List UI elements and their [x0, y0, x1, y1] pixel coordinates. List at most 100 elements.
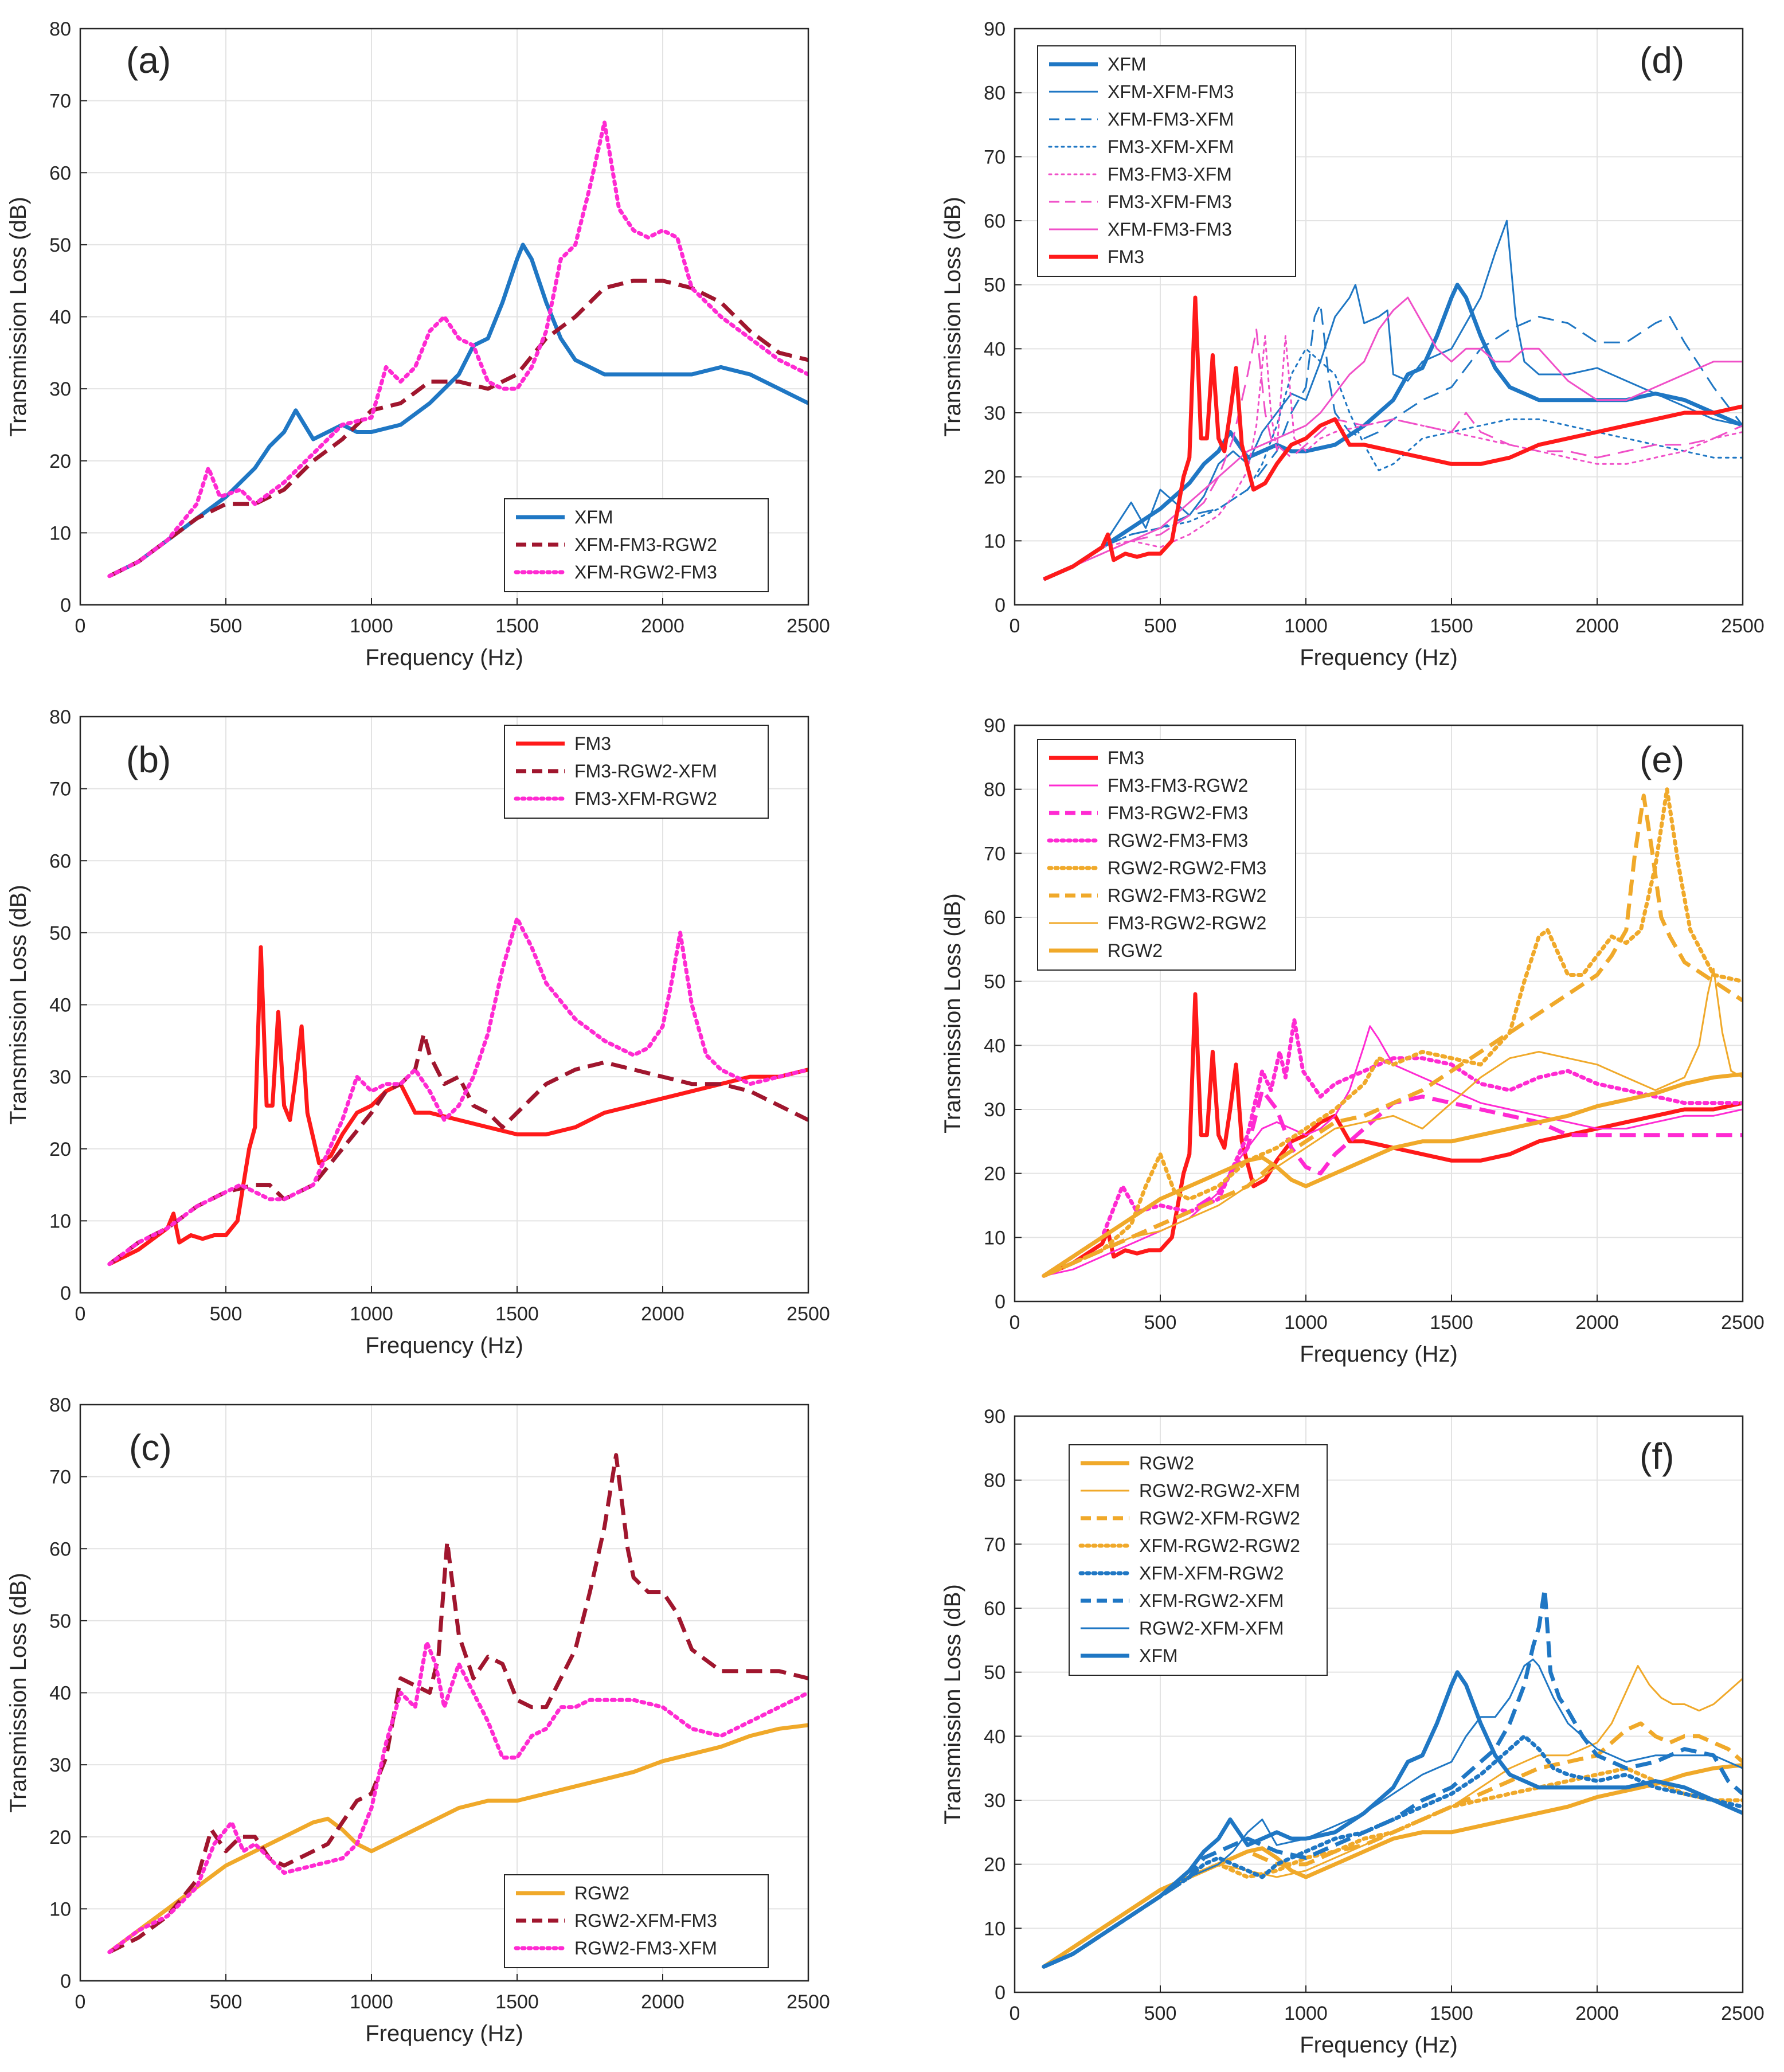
y-tick-label: 0	[995, 595, 1006, 616]
legend: FM3 FM3-FM3-RGW2 FM3-RGW2-FM3 RGW2-FM3-FM3 R…	[1037, 739, 1296, 971]
series-line-rgw2-fm3-rgw2	[1043, 793, 1743, 1278]
legend: RGW2 RGW2-XFM-FM3 RGW2-FM3-XFM	[504, 1874, 769, 1968]
x-axis-title: Frequency (Hz)	[365, 645, 523, 670]
legend: RGW2 RGW2-RGW2-XFM RGW2-XFM-RGW2 XFM-RGW2-R…	[1069, 1444, 1328, 1676]
y-tick-label: 10	[984, 1227, 1006, 1249]
y-tick-label: 40	[984, 1035, 1006, 1057]
y-tick-label: 30	[49, 378, 71, 400]
legend-box	[1069, 1444, 1328, 1676]
x-tick-label: 1000	[1284, 2003, 1328, 2024]
series-line-xfm-fm3-fm3	[1043, 296, 1743, 580]
series-line-rgw2-rgw2-fm3	[1042, 787, 1743, 1278]
legend-entry: RGW2	[1139, 1453, 1194, 1473]
y-tick-label: 50	[49, 922, 71, 944]
legend-box	[1037, 739, 1296, 971]
legend-entry: XFM	[1108, 54, 1147, 75]
x-tick-label: 0	[75, 1991, 86, 2013]
y-tick-label: 20	[49, 1139, 71, 1160]
x-axis-title: Frequency (Hz)	[1300, 1342, 1458, 1367]
legend-entry: XFM-FM3-FM3	[1108, 219, 1232, 240]
y-tick-label: 80	[49, 706, 71, 728]
legend-entry: XFM-RGW2-XFM	[1139, 1590, 1284, 1611]
y-tick-label: 90	[984, 18, 1006, 40]
x-tick-label: 0	[1010, 2003, 1020, 2024]
series-line-fm3-rgw2-rgw2	[1043, 967, 1743, 1277]
series-line-rgw2	[108, 1723, 808, 1954]
y-tick-label: 0	[995, 1291, 1006, 1313]
y-tick-label: 80	[984, 779, 1006, 801]
x-tick-label: 500	[210, 1991, 242, 2013]
legend-entry: FM3-FM3-RGW2	[1108, 775, 1248, 796]
series-line-rgw2-xfm-rgw2	[1043, 1721, 1743, 1969]
series-line-rgw2-xfm-xfm	[1043, 1658, 1743, 1968]
y-tick-label: 20	[984, 467, 1006, 488]
x-tick-label: 2500	[1721, 1312, 1765, 1334]
panel-e: 0 500 1000 1500 2000 2500 0 10 20 30 40 50 60 70 80 90 F…	[940, 715, 1765, 1367]
x-tick-label: 1500	[1430, 1312, 1473, 1334]
x-tick-label: 1500	[495, 1303, 539, 1325]
x-tick-label: 1000	[350, 1991, 393, 2013]
legend-entry: XFM-RGW2-FM3	[574, 562, 717, 582]
series-line-fm3	[108, 945, 808, 1266]
panel-d: 0 500 1000 1500 2000 2500 0 10 20 30 40 50 60 70 80 90 F…	[940, 18, 1765, 670]
x-tick-label: 2000	[1575, 1312, 1619, 1334]
x-tick-label: 1000	[350, 1303, 393, 1325]
series-line-rgw2-xfm-fm3	[108, 1453, 808, 1954]
x-tick-label: 2000	[641, 615, 684, 637]
legend-box	[1037, 45, 1296, 277]
x-tick-label: 1500	[495, 615, 539, 637]
x-axis-title: Frequency (Hz)	[365, 1333, 523, 1358]
y-tick-label: 80	[49, 18, 71, 40]
y-tick-label: 10	[49, 1210, 71, 1232]
x-tick-label: 500	[210, 1303, 242, 1325]
legend-entry: RGW2-FM3-XFM	[574, 1938, 717, 1958]
panel-b: 0 500 1000 1500 2000 2500 0 10 20 30 40 50 60 70 80 Fre…	[6, 706, 830, 1358]
legend-entry: RGW2-FM3-RGW2	[1108, 885, 1266, 906]
panel-f: 0 500 1000 1500 2000 2500 0 10 20 30 40 50 60 70 80 90 F…	[940, 1406, 1765, 2058]
y-tick-label: 30	[984, 402, 1006, 424]
legend-entry: FM3	[1108, 247, 1144, 267]
x-tick-label: 1000	[1284, 615, 1328, 637]
series-line-rgw2-fm3-fm3	[1042, 1018, 1743, 1278]
series-line-fm3	[1043, 992, 1743, 1278]
y-tick-label: 50	[984, 1662, 1006, 1684]
legend-entry: FM3-XFM-RGW2	[574, 788, 717, 809]
y-tick-label: 0	[995, 1982, 1006, 2004]
x-tick-label: 1500	[1430, 2003, 1473, 2024]
y-tick-label: 20	[49, 451, 71, 472]
axes-frame	[1014, 28, 1744, 606]
y-tick-label: 70	[984, 843, 1006, 865]
x-tick-label: 2500	[1721, 615, 1765, 637]
legend-entry: FM3-XFM-XFM	[1108, 136, 1234, 157]
y-tick-label: 40	[984, 1726, 1006, 1747]
series-line-xfm	[1043, 1670, 1743, 1969]
y-tick-label: 0	[60, 1971, 71, 1992]
x-axis-title: Frequency (Hz)	[1300, 645, 1458, 670]
series-line-rgw2-fm3-xfm	[107, 1640, 808, 1954]
legend-entry: XFM	[1139, 1645, 1178, 1666]
y-tick-label: 60	[984, 907, 1006, 929]
x-tick-label: 500	[1144, 2003, 1177, 2024]
legend: XFM XFM-FM3-RGW2 XFM-RGW2-FM3	[504, 498, 769, 592]
y-axis-title: Transmission Loss (dB)	[940, 197, 965, 437]
x-tick-label: 2500	[1721, 2003, 1765, 2024]
x-tick-label: 0	[1010, 1312, 1020, 1334]
y-tick-label: 30	[49, 1066, 71, 1088]
axes-frame	[1014, 724, 1744, 1303]
axes-frame	[1014, 1415, 1744, 1993]
y-axis-title: Transmission Loss (dB)	[940, 1584, 965, 1824]
y-tick-label: 80	[984, 1470, 1006, 1492]
y-axis-title: Transmission Loss (dB)	[6, 1573, 31, 1813]
legend-entry: FM3	[574, 733, 611, 754]
x-tick-label: 1000	[350, 615, 393, 637]
x-tick-label: 2000	[641, 1991, 684, 2013]
legend-entry: XFM-FM3-XFM	[1108, 109, 1234, 130]
x-tick-label: 0	[75, 1303, 86, 1325]
x-tick-label: 500	[1144, 1312, 1177, 1334]
legend-entry: FM3-RGW2-FM3	[1108, 803, 1248, 823]
legend-entry: RGW2-FM3-FM3	[1108, 830, 1248, 851]
x-tick-label: 2500	[787, 615, 830, 637]
legend-entry: RGW2-RGW2-XFM	[1139, 1480, 1300, 1501]
y-tick-label: 40	[49, 307, 71, 329]
